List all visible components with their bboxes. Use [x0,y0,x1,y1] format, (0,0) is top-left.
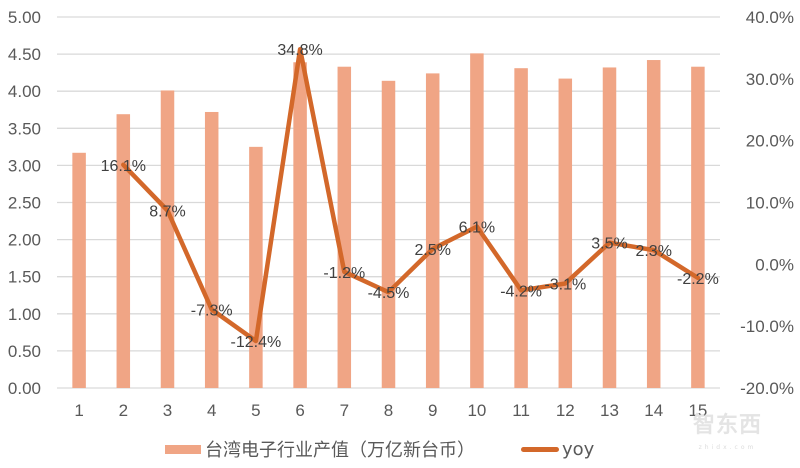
x-axis-ticks: 1 2 3 4 5 6 7 8 9 10 11 12 13 14 15 [74,401,707,420]
x-tick-label: 10 [467,401,486,420]
left-tick-label: 5.00 [8,8,41,27]
bar [381,80,396,388]
right-tick-label: 10.0% [746,194,794,213]
bar [514,68,528,388]
bar-series [72,53,705,389]
yoy-data-label: 6.1% [459,220,495,237]
yoy-data-label: -1.2% [323,265,365,282]
left-tick-label: 3.50 [8,119,41,138]
right-tick-label: 20.0% [746,132,794,151]
bar [425,73,440,388]
left-tick-label: 2.50 [8,194,41,213]
left-tick-label: 4.50 [8,45,41,64]
bar [293,62,307,389]
yoy-data-label: -3.1% [544,277,586,294]
bar [249,146,263,388]
left-tick-label: 0.50 [8,342,41,361]
legend-item-bar[interactable]: 台湾电子行业产值（万亿新台币） [165,436,475,462]
legend-bar-label: 台湾电子行业产值（万亿新台币） [205,440,475,461]
bar [558,78,573,388]
yoy-data-label: 16.1% [101,158,146,175]
x-tick-label: 3 [163,401,172,420]
yoy-data-label: 8.7% [149,204,185,221]
bar [691,66,705,389]
watermark-logo: 智东西 zhidx.com [693,415,762,459]
bar [116,114,131,389]
right-tick-label: 30.0% [746,70,794,89]
x-tick-label: 9 [428,401,437,420]
x-tick-label: 8 [384,401,393,420]
x-tick-label: 15 [688,401,707,420]
right-tick-label: 40.0% [746,8,794,27]
right-tick-label: -20.0% [740,379,794,398]
left-tick-label: 4.00 [8,82,41,101]
legend: 台湾电子行业产值（万亿新台币） yoy [165,436,640,462]
x-tick-label: 4 [207,401,216,420]
yoy-data-label: -7.3% [191,302,233,319]
bar [204,111,219,388]
left-tick-label: 1.00 [8,305,41,324]
bar [160,90,175,388]
yoy-data-label: 34.8% [277,42,322,59]
legend-line-label: yoy [562,438,595,460]
x-tick-label: 5 [251,401,260,420]
left-axis-ticks: 0.00 0.50 1.00 1.50 2.00 2.50 3.00 3.50 4.00 4.50… [8,8,41,398]
bar [337,66,352,389]
data-labels: 16.1% 8.7% -7.3% -12.4% 34.8% -1.2%-4.5% 2.5% 6… [101,42,719,351]
left-tick-label: 3.00 [8,156,41,175]
right-tick-label: -10.0% [740,317,794,336]
watermark-main: 智东西 [693,413,763,438]
bar [470,53,484,388]
bar [602,67,617,389]
left-tick-label: 0.00 [8,379,41,398]
x-tick-label: 11 [512,401,530,420]
yoy-data-label: 3.5% [591,236,627,253]
yoy-data-label: 2.3% [635,243,671,260]
bar-swatch-icon [165,444,201,454]
yoy-line-series [121,46,701,344]
x-tick-label: 14 [644,401,663,420]
combo-chart: 0.00 0.50 1.00 1.50 2.00 2.50 3.00 3.50 4.00 4.50… [8,8,794,420]
legend-item-line[interactable]: yoy [521,439,594,460]
yoy-data-label: -4.2% [500,283,542,300]
right-tick-label: 0.0% [755,255,794,274]
x-tick-label: 12 [556,401,575,420]
bar [72,152,86,388]
bar [646,60,661,388]
x-tick-label: 1 [74,401,83,420]
x-tick-label: 2 [119,401,128,420]
left-tick-label: 1.50 [8,268,41,287]
watermark-sub: zhidx.com [698,444,757,451]
yoy-data-label: -2.2% [677,271,719,288]
line-swatch-icon [521,446,559,452]
x-tick-label: 7 [340,401,349,420]
yoy-data-label: -4.5% [368,285,410,302]
yoy-data-label: 2.5% [414,242,450,259]
left-tick-label: 2.00 [8,231,41,250]
yoy-data-label: -12.4% [231,334,282,351]
right-axis-ticks: -20.0% -10.0% 0.0% 10.0% 20.0% 30.0% 40.0% [740,8,794,398]
x-tick-label: 6 [295,401,304,420]
x-tick-label: 13 [600,401,619,420]
